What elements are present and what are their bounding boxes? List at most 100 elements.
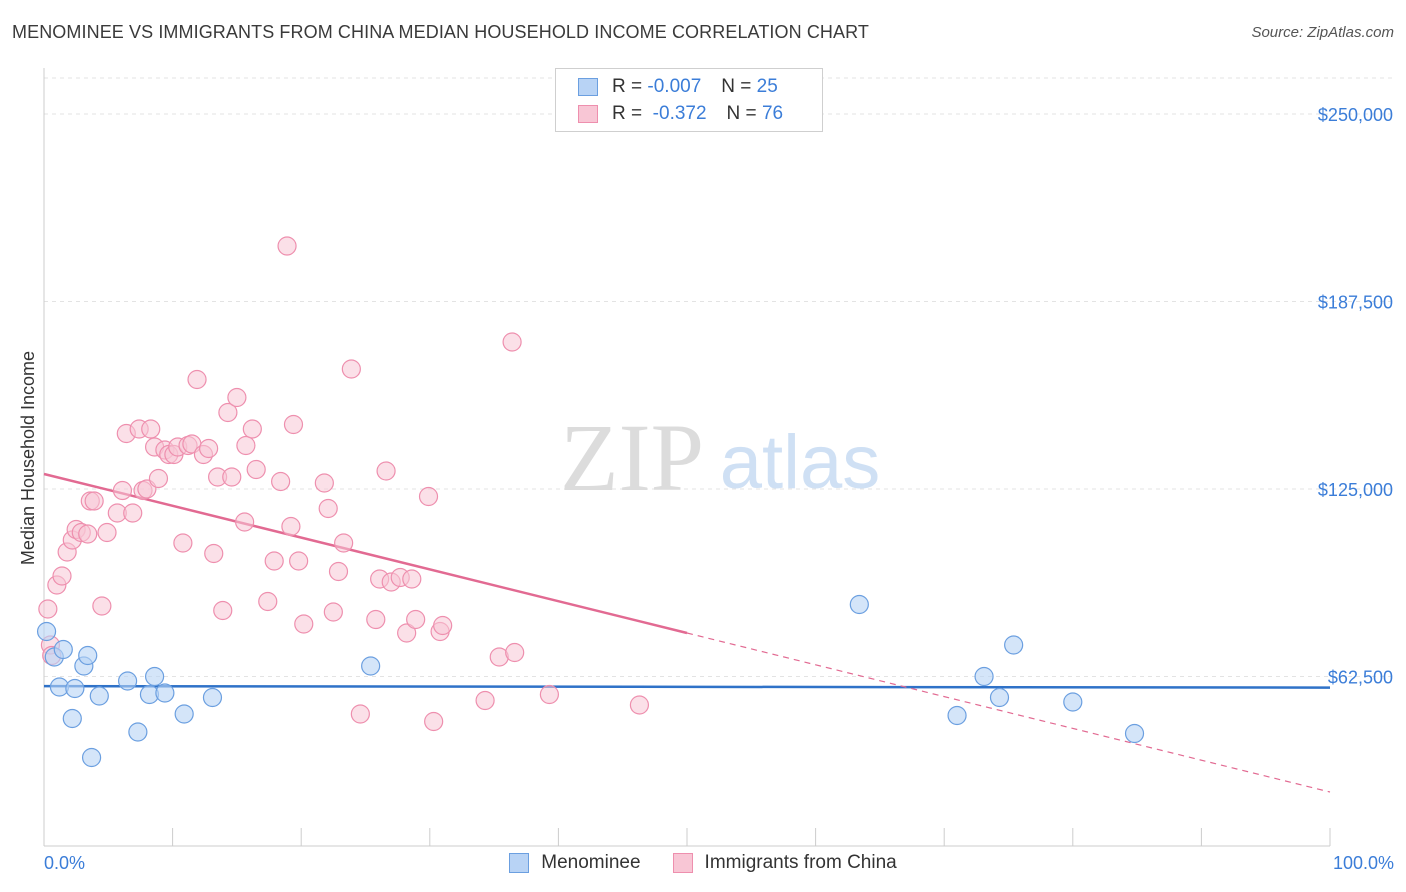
legend-row-menominee: R = -0.007 N = 25 [578, 74, 778, 100]
point-china [334, 533, 354, 553]
point-china [52, 566, 72, 586]
point-china [366, 609, 386, 630]
y-tick-label: $187,500 [1318, 293, 1393, 313]
point-china [222, 467, 242, 487]
y-tick-label: $250,000 [1318, 105, 1393, 125]
watermark: ZIP atlas [560, 404, 880, 511]
legend-r-label: R = [612, 103, 643, 124]
point-menominee [849, 594, 869, 615]
point-china [323, 602, 343, 622]
point-china [84, 491, 104, 511]
point-china [402, 569, 422, 589]
point-china [236, 435, 256, 456]
point-china [341, 359, 361, 379]
point-china [38, 599, 58, 619]
point-china [283, 414, 304, 435]
point-china [281, 516, 301, 537]
point-china [475, 690, 495, 711]
point-china [242, 419, 262, 439]
point-china [173, 533, 193, 553]
source-credit: Source: ZipAtlas.com [1251, 24, 1394, 41]
point-china [289, 551, 309, 571]
point-menominee [128, 722, 148, 742]
point-china [92, 596, 112, 616]
point-china [187, 369, 207, 390]
point-menominee [62, 708, 82, 729]
series-legend: Menominee Immigrants from China [0, 852, 1406, 874]
point-china [235, 512, 255, 532]
point-china [213, 600, 233, 621]
point-china [350, 704, 370, 724]
point-menominee [989, 687, 1010, 708]
point-menominee [202, 687, 223, 708]
point-china [294, 614, 314, 634]
legend-r-label: R = [612, 76, 643, 97]
series-legend-label: Menominee [541, 852, 641, 873]
point-menominee [155, 683, 175, 703]
data-points [36, 236, 1145, 768]
point-menominee [89, 686, 109, 706]
point-china [314, 473, 334, 493]
legend-n-label: N = [726, 103, 757, 124]
point-menominee [1004, 635, 1024, 655]
point-china [258, 591, 278, 612]
point-china [418, 486, 439, 507]
point-china [271, 471, 291, 492]
legend-n-value: 76 [761, 103, 784, 124]
point-menominee [1063, 692, 1083, 712]
x-tick-label-start: 0.0% [44, 853, 85, 873]
point-china [376, 461, 396, 481]
series-legend-label: Immigrants from China [704, 852, 897, 873]
point-menominee [117, 671, 138, 691]
point-china [277, 236, 297, 256]
point-china [123, 503, 143, 523]
point-china [629, 695, 650, 715]
chart-title: MENOMINEE VS IMMIGRANTS FROM CHINA MEDIA… [12, 22, 870, 42]
point-menominee [144, 666, 165, 687]
correlation-legend: R = -0.007 N = 25 R = -0.372 N = 76 [555, 68, 823, 132]
point-china [539, 684, 559, 705]
point-menominee [36, 621, 57, 642]
point-china [502, 332, 522, 352]
point-china [227, 387, 247, 408]
point-menominee [78, 645, 98, 666]
point-china [141, 419, 161, 439]
point-china [328, 561, 349, 582]
point-china [433, 615, 453, 636]
y-axis-label: Median Household Income [18, 351, 38, 565]
point-china [246, 459, 266, 480]
watermark-atlas: atlas [720, 420, 881, 505]
series-swatch-pink [672, 853, 693, 873]
point-china [397, 623, 417, 643]
point-china [199, 438, 219, 459]
point-menominee [947, 705, 967, 726]
axes [43, 68, 1331, 847]
legend-r-value: -0.007 [647, 76, 702, 97]
point-china [264, 551, 284, 571]
gridlines [44, 77, 1396, 677]
point-china [97, 522, 117, 543]
x-tick-label-end: 100.0% [1333, 853, 1394, 873]
point-menominee [974, 666, 994, 687]
point-china [112, 480, 133, 501]
point-menominee [65, 678, 85, 699]
legend-n-label: N = [721, 76, 752, 97]
y-tick-labels: $62,500 $125,000 $187,500 $250,000 [1318, 105, 1393, 688]
point-china [406, 609, 426, 630]
point-menominee [53, 639, 73, 660]
point-china [505, 642, 525, 663]
point-china [148, 468, 169, 489]
trend-line-menominee [43, 684, 1331, 689]
legend-swatch-blue [578, 78, 598, 96]
y-tick-label: $125,000 [1318, 480, 1393, 500]
point-menominee [81, 747, 102, 768]
point-menominee [361, 656, 381, 676]
point-china [318, 498, 338, 519]
legend-swatch-pink [578, 105, 598, 123]
trend-lines [43, 472, 1331, 793]
series-legend-china: Immigrants from China [672, 852, 897, 874]
legend-n-value: 25 [756, 76, 778, 97]
trend-line-china-extrapolated [686, 632, 1331, 793]
watermark-zip: ZIP [560, 404, 704, 511]
